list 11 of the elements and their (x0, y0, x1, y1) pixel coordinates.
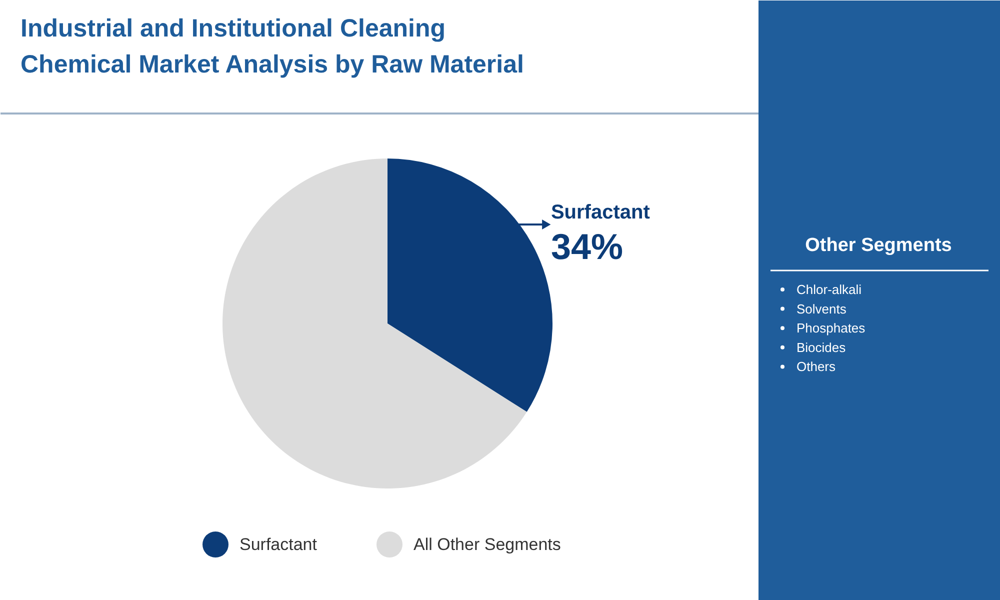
category-label: Surfactant (240, 535, 317, 554)
text: Chlor-alkali (796, 282, 862, 297)
chart-title: Industrial and Institutional Cleaning Chemical Market Analysis by Raw Material (20, 14, 524, 78)
text: Others (796, 359, 836, 374)
data-label: 34% (550, 226, 624, 267)
text: Other Segments (805, 235, 952, 256)
legend-label: All Other Segments (414, 535, 561, 554)
text: Phosphates (796, 320, 866, 336)
text: Biocides (796, 340, 846, 355)
legend-label: Surfactant (550, 202, 650, 224)
text: Solvents (796, 301, 847, 316)
